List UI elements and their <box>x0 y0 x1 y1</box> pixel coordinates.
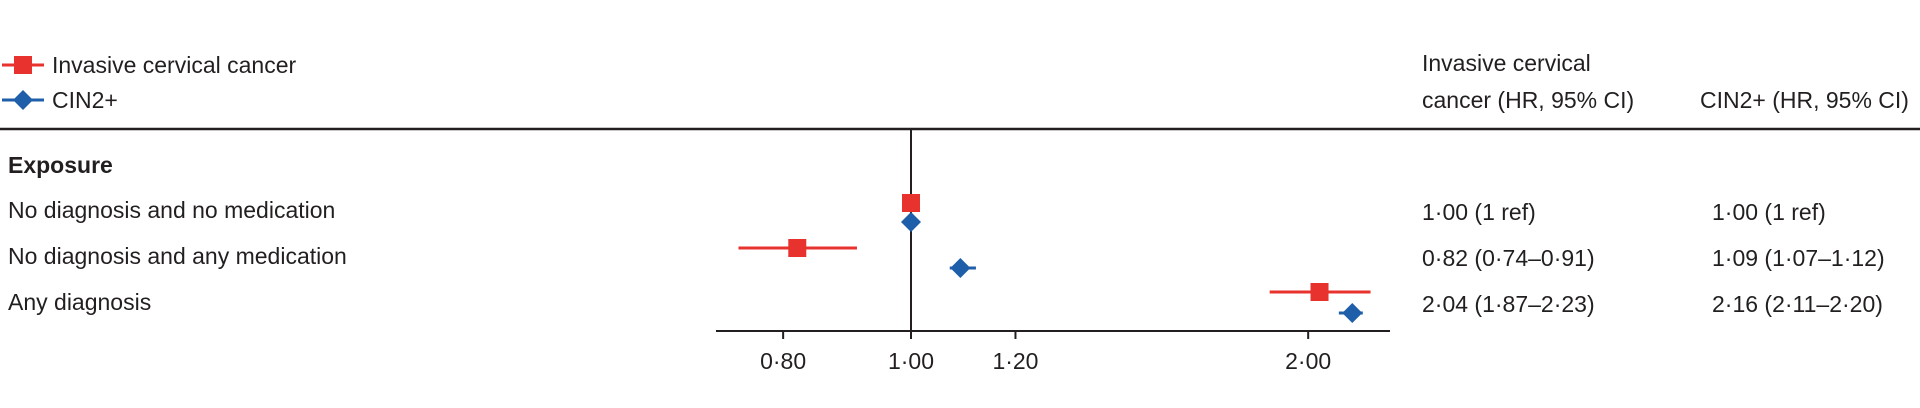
legend-entry-invasive-cervical-cancer: Invasive cervical cancer <box>2 52 296 78</box>
table-cell-cin2: 2·16 (2·11–2·20) <box>1712 291 1883 317</box>
hr-marker-diamond <box>950 258 971 278</box>
table-cell-cin2: 1·09 (1·07–1·12) <box>1712 245 1885 271</box>
column-header-invasive-line-2: cancer (HR, 95% CI) <box>1422 87 1634 113</box>
row-labels: No diagnosis and no medication No diagno… <box>8 197 347 315</box>
legend-label-cin2: CIN2+ <box>52 87 118 113</box>
hr-marker-square <box>788 239 807 257</box>
hr-marker-diamond <box>901 212 921 232</box>
x-axis-tick-label: 0·80 <box>760 348 806 374</box>
table-cell-invasive: 0·82 (0·74–0·91) <box>1422 245 1595 271</box>
row-label: Any diagnosis <box>8 289 151 315</box>
table-cell-invasive: 1·00 (1 ref) <box>1422 199 1536 225</box>
x-axis-tick-label: 1·20 <box>992 348 1038 374</box>
x-axis-tick-label: 1·00 <box>888 348 934 374</box>
square-icon <box>14 56 32 74</box>
table-cell-invasive: 2·04 (1·87–2·23) <box>1422 291 1595 317</box>
hr-marker-square <box>1310 283 1329 301</box>
x-axis-tick-label: 2·00 <box>1285 348 1331 374</box>
column-header-invasive-line-1: Invasive cervical <box>1422 50 1591 76</box>
value-cells: 1·00 (1 ref) 1·00 (1 ref) 0·82 (0·74–0·9… <box>1422 199 1885 317</box>
legend-label-invasive-cervical-cancer: Invasive cervical cancer <box>52 52 296 78</box>
row-label: No diagnosis and any medication <box>8 243 347 269</box>
section-heading-exposure: Exposure <box>8 152 113 178</box>
column-header-cin2: CIN2+ (HR, 95% CI) <box>1700 87 1909 113</box>
hr-marker-diamond <box>1342 303 1363 323</box>
diamond-icon <box>13 90 33 110</box>
table-cell-cin2: 1·00 (1 ref) <box>1712 199 1826 225</box>
legend: Invasive cervical cancer CIN2+ <box>2 52 296 113</box>
legend-entry-cin2: CIN2+ <box>2 87 118 113</box>
row-label: No diagnosis and no medication <box>8 197 335 223</box>
hr-marker-square <box>902 194 920 212</box>
plot-area: 0·80 1·00 1·20 2·00 <box>716 129 1390 374</box>
column-headers: Invasive cervical cancer (HR, 95% CI) CI… <box>1422 50 1909 113</box>
